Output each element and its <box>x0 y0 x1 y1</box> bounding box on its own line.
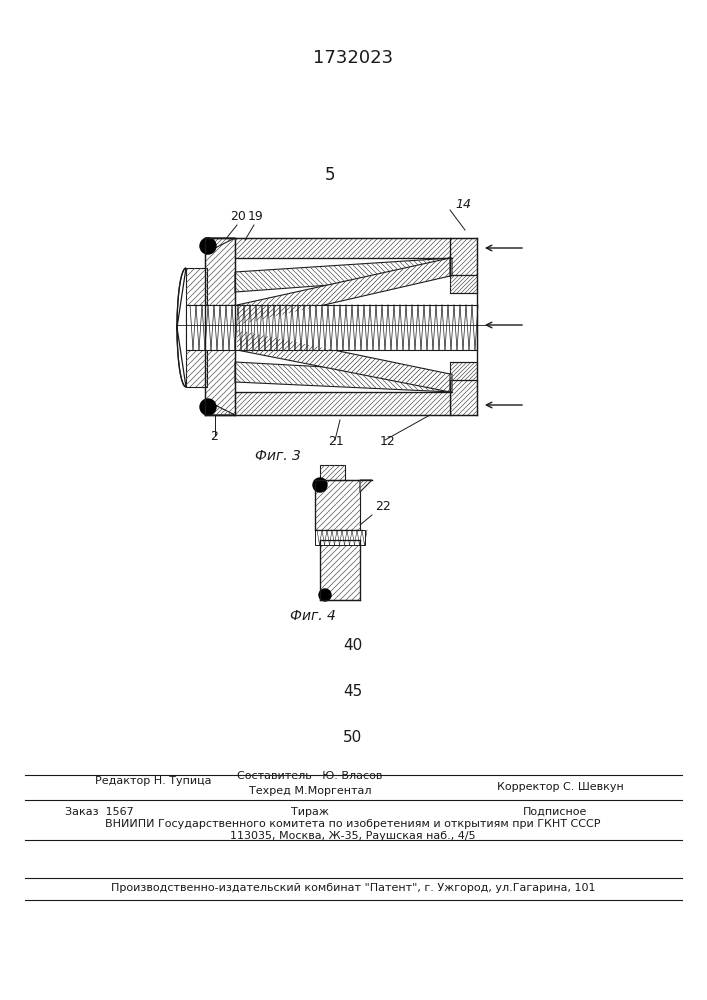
Circle shape <box>200 238 216 254</box>
Polygon shape <box>205 400 235 415</box>
Text: Техред М.Моргентал: Техред М.Моргентал <box>249 786 371 796</box>
Text: ВНИИПИ Государственного комитета по изобретениям и открытиям при ГКНТ СССР: ВНИИПИ Государственного комитета по изоб… <box>105 819 601 829</box>
Text: 21: 21 <box>328 435 344 448</box>
Text: 14: 14 <box>455 198 471 211</box>
Text: Редактор Н. Тупица: Редактор Н. Тупица <box>95 776 211 786</box>
Circle shape <box>319 589 331 601</box>
Polygon shape <box>186 268 207 387</box>
Polygon shape <box>320 465 345 480</box>
Text: 113035, Москва, Ж-35, Раушская наб., 4/5: 113035, Москва, Ж-35, Раушская наб., 4/5 <box>230 831 476 841</box>
Circle shape <box>313 478 327 492</box>
Text: Подписное: Подписное <box>522 807 588 817</box>
Polygon shape <box>237 330 450 392</box>
Text: Фиг. 3: Фиг. 3 <box>255 449 301 463</box>
Text: Корректор С. Шевкун: Корректор С. Шевкун <box>496 782 624 792</box>
Polygon shape <box>315 480 360 530</box>
Text: 45: 45 <box>344 684 363 700</box>
Polygon shape <box>177 268 186 387</box>
Text: Тираж: Тираж <box>291 807 329 817</box>
Polygon shape <box>205 238 235 415</box>
Polygon shape <box>450 380 477 415</box>
Text: 40: 40 <box>344 638 363 652</box>
Polygon shape <box>205 238 235 253</box>
Text: Производственно-издательский комбинат "Патент", г. Ужгород, ул.Гагарина, 101: Производственно-издательский комбинат "П… <box>111 883 595 893</box>
Polygon shape <box>235 392 452 415</box>
Text: Фиг. 4: Фиг. 4 <box>290 609 336 623</box>
Text: 1732023: 1732023 <box>313 49 393 67</box>
Circle shape <box>200 399 216 415</box>
Polygon shape <box>237 258 450 325</box>
Polygon shape <box>450 362 477 380</box>
Text: 19: 19 <box>248 210 264 223</box>
Polygon shape <box>450 275 477 293</box>
Polygon shape <box>235 362 452 392</box>
Text: 22: 22 <box>375 500 391 513</box>
Text: 20: 20 <box>230 210 246 223</box>
Polygon shape <box>450 238 477 275</box>
Text: 50: 50 <box>344 730 363 746</box>
Polygon shape <box>235 238 452 258</box>
Polygon shape <box>320 540 360 600</box>
Bar <box>186 305 477 350</box>
Text: Заказ  1567: Заказ 1567 <box>65 807 134 817</box>
Bar <box>315 530 365 545</box>
Text: 5: 5 <box>325 166 335 184</box>
Text: 2: 2 <box>210 430 218 443</box>
Polygon shape <box>235 258 452 292</box>
Text: Составитель   Ю. Власов: Составитель Ю. Власов <box>238 771 382 781</box>
Polygon shape <box>360 480 372 492</box>
Text: 12: 12 <box>380 435 396 448</box>
